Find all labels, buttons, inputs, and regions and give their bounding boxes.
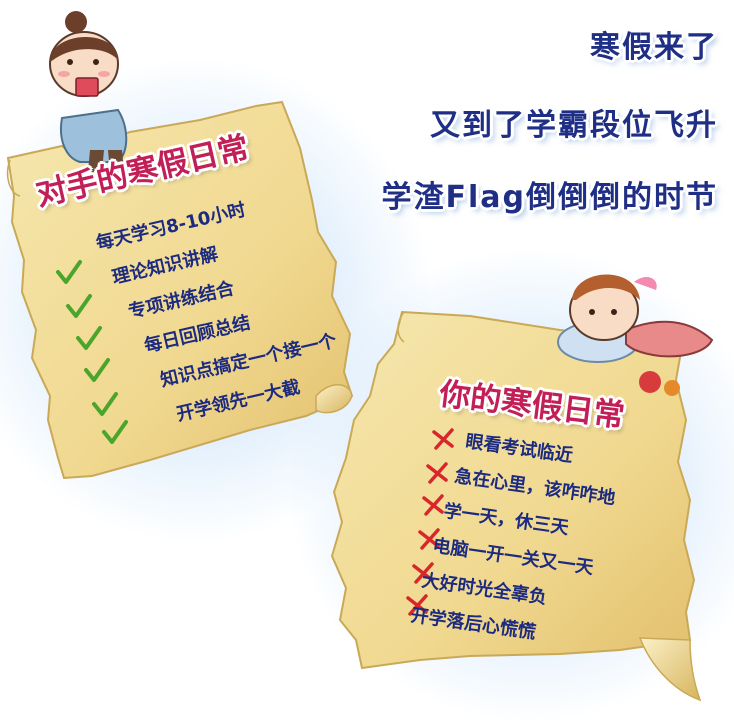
cross-icon-group <box>406 428 454 616</box>
check-icon <box>56 260 82 284</box>
check-icon <box>92 392 118 416</box>
cross-icon <box>406 594 428 616</box>
check-icon <box>76 326 102 350</box>
check-icon <box>66 294 92 318</box>
your-parchment <box>330 310 702 702</box>
headline-line-3: 学渣Flag倒倒倒的时节 <box>381 180 718 215</box>
cross-icon <box>432 428 454 450</box>
cross-icon <box>418 528 440 550</box>
girl-lying-illustration <box>557 274 714 396</box>
headline-line-1: 寒假来了 <box>590 30 718 65</box>
cross-icon <box>412 562 434 584</box>
check-icon <box>102 420 128 444</box>
your-habit-list: 眼看考试临近 急在心里，该咋咋地 学一天，休三天 电脑一开一关又一天 大好时光全… <box>402 422 622 663</box>
check-icon <box>84 358 110 382</box>
girl-reading-illustration <box>49 11 128 172</box>
cross-icon <box>422 494 444 516</box>
check-icon-group <box>56 260 128 444</box>
cross-icon <box>426 462 448 484</box>
rival-parchment <box>6 100 354 480</box>
headline-line-2: 又到了学霸段位飞升 <box>430 108 718 143</box>
